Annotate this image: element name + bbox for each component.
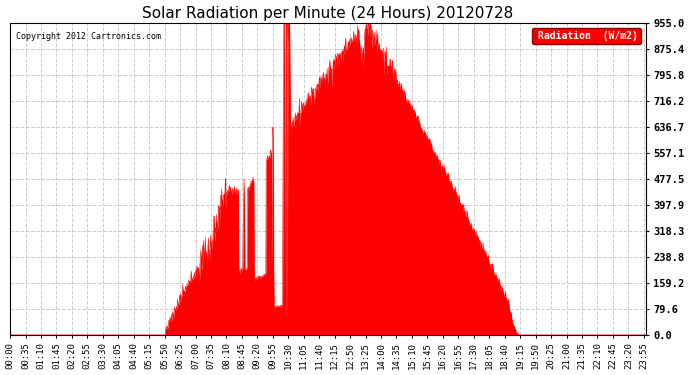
Title: Solar Radiation per Minute (24 Hours) 20120728: Solar Radiation per Minute (24 Hours) 20… [142, 6, 513, 21]
Legend: Radiation  (W/m2): Radiation (W/m2) [532, 28, 641, 44]
Text: Copyright 2012 Cartronics.com: Copyright 2012 Cartronics.com [17, 33, 161, 42]
